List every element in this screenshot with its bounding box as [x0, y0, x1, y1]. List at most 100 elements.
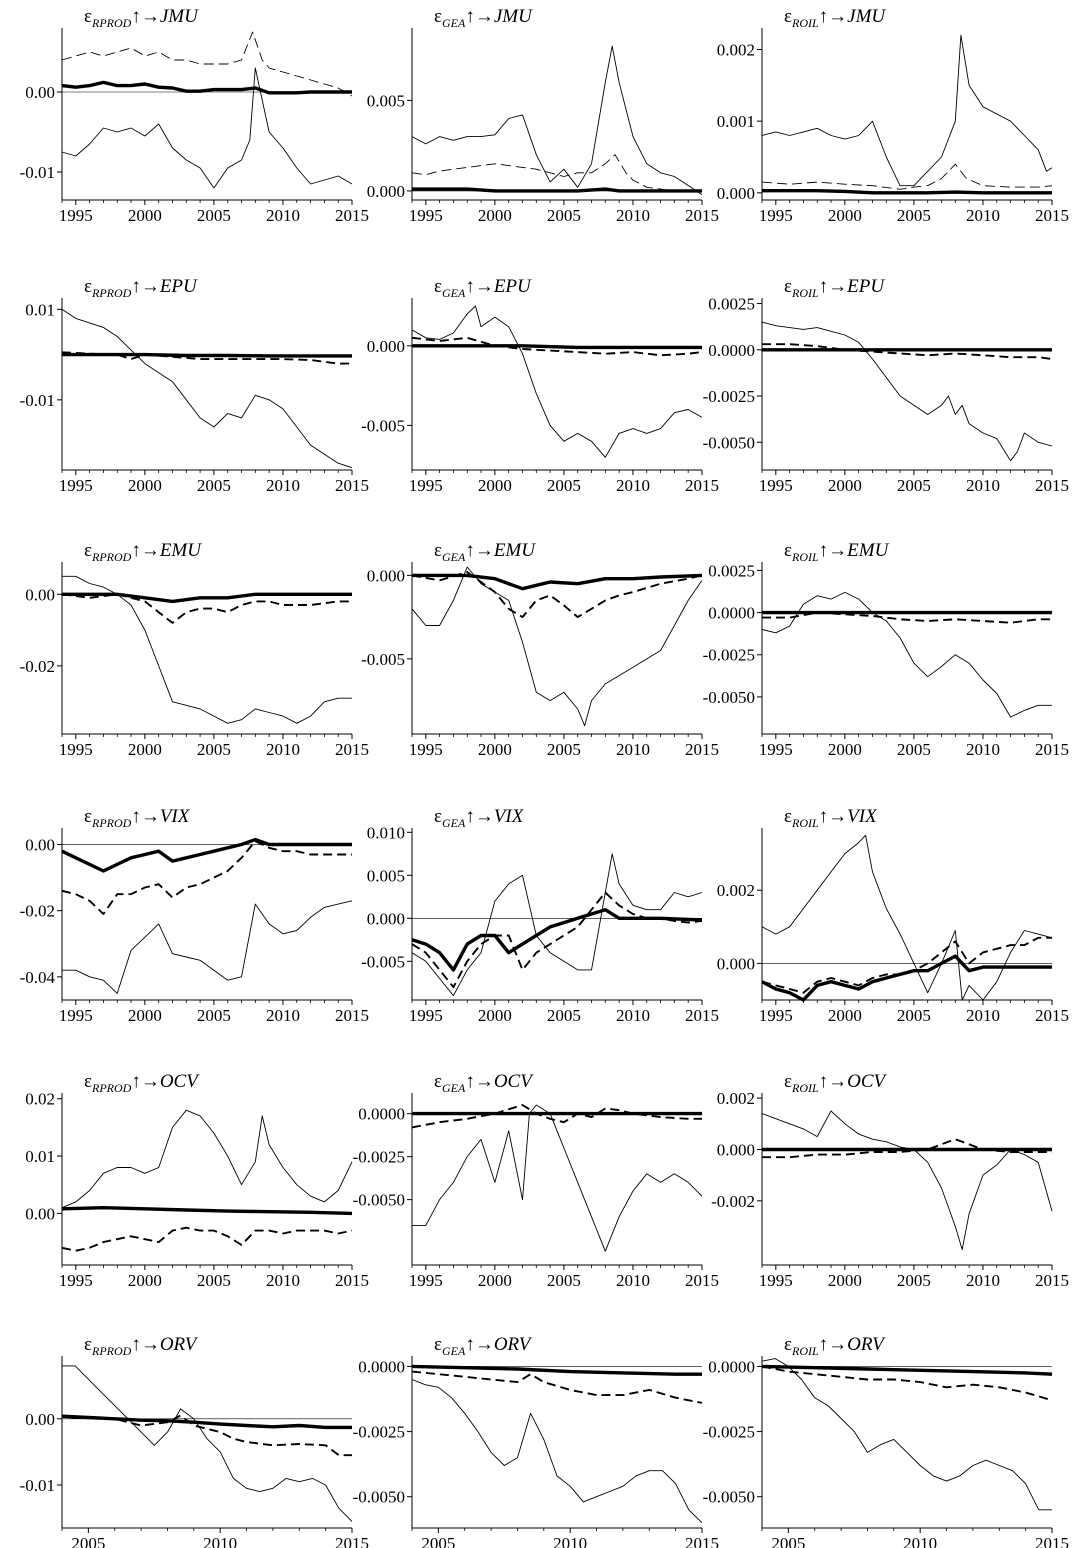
x-tick-label: 2005	[771, 1534, 805, 1548]
series-dashed	[61, 593, 352, 624]
panel-gea-epu: 1995 2000 2005 2010 2015 0.000 -0.005 εGEA↑→EPU	[361, 276, 719, 495]
panel-title: εGEA↑→VIX	[434, 806, 525, 830]
y-tick-label: -0.02	[20, 902, 55, 921]
x-tick-label: 2010	[616, 740, 650, 759]
panel-gea-jmu: 1995 2000 2005 2010 2015 0.005 0.000 εGEA↑→JMU	[367, 6, 719, 225]
x-tick-label: 2005	[897, 206, 931, 225]
panel-title: εROIL↑→EMU	[784, 540, 890, 564]
y-tick-label: 0.0000	[358, 1357, 405, 1376]
x-tick-label: 2015	[335, 740, 369, 759]
x-tick-label: 2005	[897, 740, 931, 759]
panel-gea-emu: 1995 2000 2005 2010 2015 0.000 -0.005 εGEA↑→EMU	[361, 540, 719, 759]
y-tick-label: 0.0000	[708, 1357, 755, 1376]
x-tick-label: 2005	[547, 476, 581, 495]
y-tick-label: 0.0025	[708, 295, 755, 314]
series-dashed	[762, 1138, 1052, 1159]
series-dashed	[411, 1370, 703, 1404]
x-tick-label: 2000	[828, 740, 862, 759]
panel-title: εGEA↑→EMU	[434, 540, 536, 564]
panel-rprod-jmu: 1995 2000 2005 2010 2015 0.00 -0.01 εRPROD↑→JMU	[20, 6, 369, 225]
y-tick-label: -0.0025	[703, 1423, 755, 1442]
panel-roil-vix: 1995 2000 2005 2010 2015 0.002 0.000 εROIL↑→VIX	[717, 806, 1069, 1025]
panel-roil-emu: 1995 2000 2005 2010 2015 0.0025 0.0000 -0.0025 -…	[703, 540, 1069, 759]
panel-title: εROIL↑→EPU	[784, 276, 885, 300]
x-tick-label: 2010	[616, 1006, 650, 1025]
x-tick-label: 2005	[547, 740, 581, 759]
x-tick-label: 1995	[759, 476, 793, 495]
x-tick-label: 1995	[759, 1006, 793, 1025]
panel-roil-jmu: 1995 2000 2005 2010 2015 0.002 0.001 0.000 εROIL…	[717, 6, 1069, 225]
series-thin	[761, 834, 1053, 1001]
series-dashed	[61, 840, 352, 915]
x-tick-label: 2015	[685, 740, 719, 759]
x-tick-label: 1995	[759, 740, 793, 759]
series-dashed	[761, 1365, 1053, 1402]
panel-gea-orv: 2005 2010 2015 0.0000 -0.0025 -0.0050 εGEA↑→OR…	[353, 1334, 719, 1548]
panel-title: εROIL↑→VIX	[784, 806, 878, 830]
x-tick-label: 1995	[409, 1006, 443, 1025]
x-tick-label: 1995	[409, 1271, 443, 1290]
panel-gea-ocv: 1995 2000 2005 2010 2015 0.0000 -0.0025 -0.0050…	[353, 1071, 719, 1290]
x-tick-label: 2000	[128, 1006, 162, 1025]
series-thin	[761, 1110, 1053, 1251]
y-tick-label: 0.002	[717, 1089, 755, 1108]
x-tick-label: 2015	[685, 1006, 719, 1025]
x-tick-label: 2010	[966, 476, 1000, 495]
x-tick-label: 2005	[197, 206, 231, 225]
series-thin	[61, 67, 353, 189]
y-tick-label: -0.0025	[353, 1148, 405, 1167]
panel-title: εRPROD↑→EPU	[84, 276, 198, 300]
x-tick-label: 2010	[903, 1534, 937, 1548]
series-thin	[761, 1358, 1052, 1511]
y-tick-label: 0.0000	[358, 1105, 405, 1124]
y-tick-label: -0.005	[361, 650, 405, 669]
series-dashed-thin	[61, 31, 353, 97]
y-tick-label: 0.002	[717, 881, 755, 900]
y-tick-label: 0.0000	[708, 604, 755, 623]
series-thin	[411, 1379, 703, 1524]
series-dashed-thin	[411, 154, 702, 192]
series-thick	[411, 1364, 702, 1376]
y-tick-label: 0.01	[25, 300, 55, 319]
x-tick-label: 1995	[409, 206, 443, 225]
series-thin	[411, 305, 703, 458]
x-tick-label: 2010	[553, 1534, 587, 1548]
y-tick-label: 0.000	[367, 909, 405, 928]
panel-title: εGEA↑→JMU	[434, 6, 533, 30]
panel-title: εGEA↑→OCV	[434, 1071, 534, 1095]
series-thick	[412, 573, 703, 591]
y-tick-label: -0.0050	[703, 688, 755, 707]
series-thick	[762, 189, 1052, 195]
x-tick-label: 2000	[478, 740, 512, 759]
x-tick-label: 2010	[203, 1534, 237, 1548]
x-tick-label: 2005	[197, 1271, 231, 1290]
series-dashed	[762, 343, 1053, 360]
y-tick-label: 0.000	[717, 1140, 755, 1159]
panel-title: εRPROD↑→EMU	[84, 540, 202, 564]
x-tick-label: 2000	[828, 1006, 862, 1025]
y-tick-label: -0.002	[711, 1192, 755, 1211]
x-tick-label: 2005	[197, 740, 231, 759]
y-tick-label: 0.0000	[708, 341, 755, 360]
y-tick-label: 0.00	[25, 1204, 55, 1223]
y-tick-label: -0.0050	[703, 433, 755, 452]
series-thin	[62, 900, 353, 994]
y-tick-label: -0.04	[20, 968, 56, 987]
x-tick-label: 2000	[478, 1006, 512, 1025]
x-tick-label: 1995	[759, 206, 793, 225]
series-thin	[761, 321, 1053, 462]
x-tick-label: 2015	[335, 1006, 369, 1025]
x-tick-label: 2010	[266, 1006, 300, 1025]
x-tick-label: 2015	[1035, 1006, 1069, 1025]
series-thin	[411, 853, 703, 997]
x-tick-label: 1995	[59, 1271, 93, 1290]
y-tick-label: -0.0025	[703, 387, 755, 406]
x-tick-label: 2010	[266, 740, 300, 759]
series-dashed	[411, 1104, 702, 1129]
y-tick-label: 0.002	[717, 41, 755, 60]
y-tick-label: 0.005	[367, 866, 405, 885]
x-tick-label: 2015	[685, 206, 719, 225]
x-tick-label: 2000	[828, 1271, 862, 1290]
x-tick-label: 2000	[128, 206, 162, 225]
x-tick-label: 2010	[966, 206, 1000, 225]
